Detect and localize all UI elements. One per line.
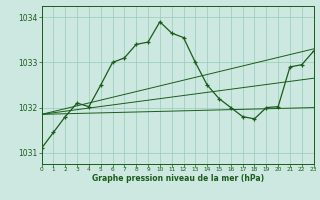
X-axis label: Graphe pression niveau de la mer (hPa): Graphe pression niveau de la mer (hPa): [92, 174, 264, 183]
